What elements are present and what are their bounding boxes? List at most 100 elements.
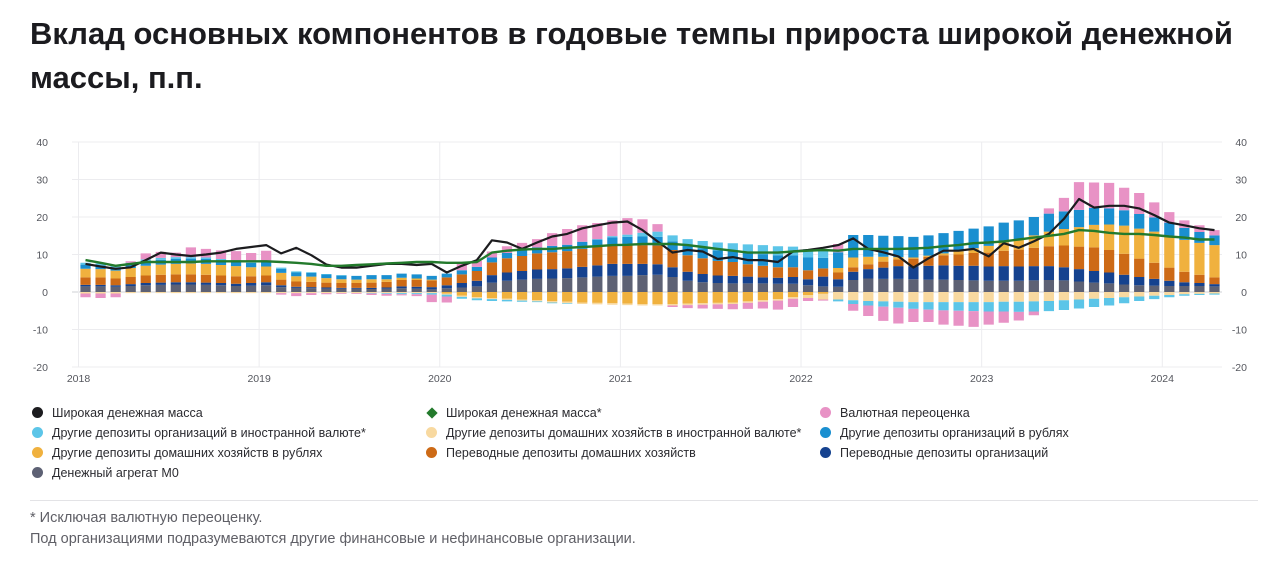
bar-segment-hh_transfer — [125, 277, 136, 285]
y-tick-label-left: 10 — [36, 250, 48, 262]
bar-segment-hh_transfer — [562, 251, 573, 269]
bar-segment-m0 — [787, 283, 799, 292]
bar-segment-hh_transfer — [622, 245, 633, 264]
bar-segment-hh_rub — [817, 292, 829, 294]
bar-segment-hh_fx — [1119, 292, 1130, 298]
y-tick-label-left: -20 — [33, 362, 48, 374]
bar-segment-hh_rub — [848, 257, 859, 268]
bar-segment-hh_fx — [712, 302, 723, 305]
bar-segment-hh_rub — [908, 257, 919, 259]
bar-segment-hh_transfer — [110, 278, 121, 286]
bar-segment-m0 — [712, 283, 723, 292]
bar-segment-hh_rub — [486, 292, 498, 298]
bar-segment-ent_transfer — [893, 266, 904, 279]
bar-segment-hh_rub — [562, 292, 573, 302]
bar-segment-hh_transfer — [893, 259, 904, 267]
y-tick-label-right: -10 — [1232, 325, 1247, 337]
bar-segment-m0 — [1043, 280, 1055, 292]
bar-segment-m0 — [1149, 285, 1160, 292]
bar-segment-fx_reval — [878, 306, 889, 321]
bar-segment-ent_fx — [1179, 294, 1190, 296]
bar-segment-ent_fx — [1073, 299, 1085, 309]
bar-segment-ent_transfer — [456, 283, 467, 288]
bar-segment-hh_transfer — [878, 261, 889, 268]
bar-segment-ent_rub — [968, 228, 979, 249]
bar-segment-ent_transfer — [95, 284, 106, 287]
bar-segment-hh_transfer — [757, 265, 769, 278]
y-tick-label-right: 0 — [1241, 287, 1247, 299]
bar-segment-hh_rub — [110, 270, 121, 279]
bar-segment-ent_rub — [80, 264, 91, 269]
bar-segment-ent_rub — [1013, 220, 1024, 240]
bar-segment-ent_rub — [938, 233, 949, 254]
bar-segment-hh_transfer — [396, 280, 407, 287]
legend-marker-ent_fx — [32, 427, 43, 438]
bar-segment-fx_reval — [772, 300, 784, 310]
bar-segment-ent_rub — [1028, 217, 1039, 236]
bar-segment-hh_fx — [787, 297, 799, 299]
legend-marker-broad — [32, 407, 43, 418]
bar-segment-ent_transfer — [185, 282, 197, 285]
bar-segment-hh_fx — [291, 292, 302, 294]
bar-segment-m0 — [1013, 280, 1024, 292]
bar-segment-ent_transfer — [757, 277, 769, 284]
bar-segment-ent_transfer — [1088, 271, 1100, 283]
x-tick-label: 2018 — [67, 373, 91, 385]
bar-segment-hh_fx — [742, 301, 753, 303]
bar-segment-ent_rub — [1073, 209, 1085, 228]
bar-segment-hh_transfer — [953, 254, 964, 266]
bar-segment-m0 — [1134, 285, 1145, 292]
bar-segment-fx_reval — [547, 233, 558, 246]
bar-segment-ent_fx — [531, 301, 543, 303]
bar-segment-hh_rub — [787, 292, 799, 298]
bar-segment-hh_fx — [531, 300, 543, 302]
bar-segment-hh_rub — [1088, 224, 1100, 248]
bar-segment-ent_transfer — [607, 263, 618, 276]
bar-segment-ent_fx — [441, 294, 452, 297]
bar-segment-hh_fx — [757, 300, 769, 302]
bar-segment-ent_transfer — [1043, 266, 1055, 280]
bar-segment-hh_transfer — [261, 275, 272, 283]
bar-segment-m0 — [155, 284, 166, 292]
bar-segment-hh_rub — [1013, 239, 1024, 250]
bar-segment-hh_transfer — [1179, 271, 1190, 283]
bar-segment-fx_reval — [983, 311, 994, 325]
bar-segment-hh_fx — [95, 292, 106, 294]
legend-item-m0: Денежный агрегат М0 — [32, 464, 426, 481]
bar-segment-m0 — [1073, 281, 1085, 292]
bar-segment-ent_transfer — [1028, 266, 1039, 281]
bar-segment-hh_transfer — [411, 280, 422, 287]
bar-segment-hh_transfer — [577, 248, 588, 267]
bar-segment-hh_transfer — [1073, 246, 1085, 270]
bar-segment-fx_reval — [652, 224, 663, 232]
bar-segment-ent_rub — [411, 274, 422, 279]
bar-segment-hh_fx — [637, 304, 648, 306]
legend-label: Широкая денежная масса* — [446, 405, 602, 420]
bar-segment-ent_fx — [1043, 301, 1055, 312]
bar-segment-ent_fx — [1164, 295, 1175, 298]
bar-segment-hh_rub — [1103, 224, 1115, 250]
bar-segment-hh_transfer — [441, 277, 452, 286]
bar-segment-hh_fx — [667, 304, 678, 306]
bar-segment-hh_fx — [622, 303, 633, 306]
bar-segment-hh_transfer — [817, 268, 829, 277]
bar-segment-fx_reval — [1119, 187, 1130, 211]
bar-segment-fx_reval — [562, 229, 573, 245]
bar-segment-ent_fx — [366, 293, 377, 294]
bar-segment-hh_fx — [336, 292, 347, 294]
x-tick-label: 2024 — [1151, 373, 1175, 385]
bar-segment-hh_fx — [878, 292, 889, 302]
bar-segment-ent_fx — [291, 271, 302, 273]
bar-segment-hh_transfer — [1088, 247, 1100, 271]
bar-segment-hh_rub — [1134, 228, 1145, 259]
bar-segment-fx_reval — [953, 310, 964, 326]
bar-segment-hh_transfer — [802, 270, 814, 280]
bar-segment-m0 — [817, 286, 829, 292]
bar-segment-ent_transfer — [351, 287, 362, 289]
bar-segment-hh_transfer — [1149, 262, 1160, 279]
bar-segment-hh_transfer — [727, 262, 738, 276]
bar-segment-hh_fx — [1013, 292, 1024, 302]
bar-segment-ent_rub — [998, 222, 1009, 243]
bar-segment-ent_transfer — [908, 266, 919, 280]
bar-segment-fx_reval — [276, 293, 287, 295]
